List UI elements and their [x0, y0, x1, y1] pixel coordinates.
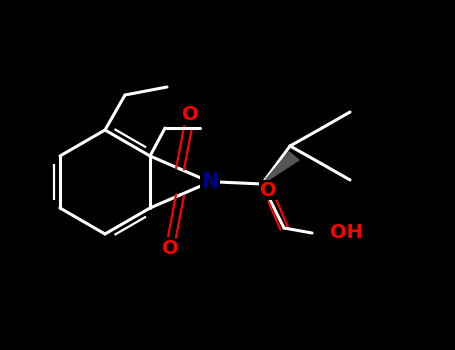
Text: OH: OH [330, 224, 363, 243]
Text: O: O [182, 105, 198, 125]
Polygon shape [262, 152, 299, 184]
Text: O: O [260, 181, 276, 199]
Text: N: N [202, 172, 219, 192]
Text: O: O [162, 239, 178, 259]
